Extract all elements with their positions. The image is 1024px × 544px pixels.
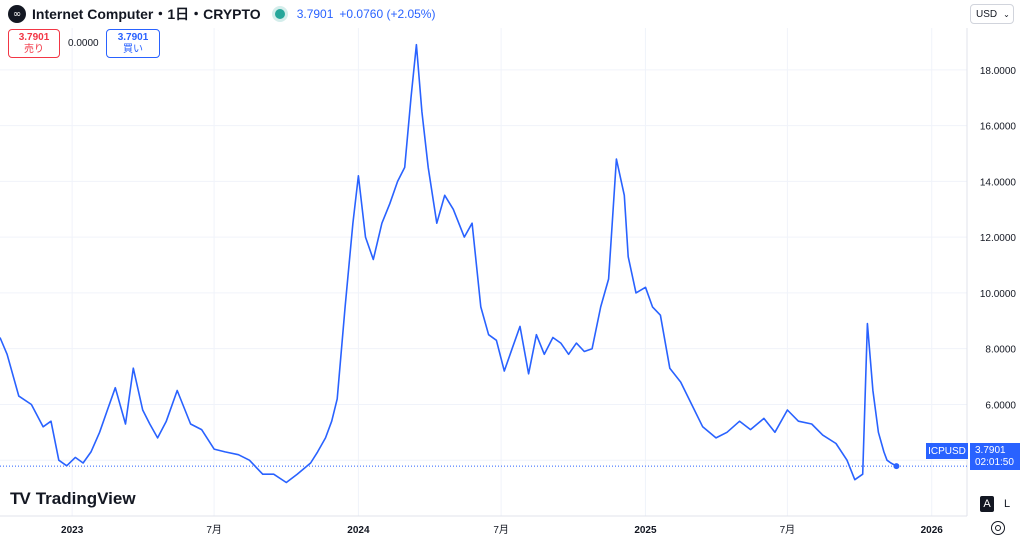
x-tick-label: 2023 (61, 525, 84, 536)
current-price: 3.7901 (296, 7, 334, 21)
buy-button[interactable]: 3.7901 買い (106, 29, 160, 58)
brand-name: TradingView (35, 489, 136, 508)
settings-icon[interactable] (991, 521, 1005, 535)
symbol-title[interactable]: Internet Computer・1日・CRYPTO (32, 6, 261, 22)
sell-price: 3.7901 (18, 31, 50, 43)
infinity-icon: ∞ (8, 5, 26, 23)
sell-button[interactable]: 3.7901 売り (8, 29, 60, 58)
tradingview-mark-icon: TV (10, 489, 31, 508)
x-tick-label: 7月 (780, 524, 796, 536)
sell-label: 売り (24, 43, 44, 55)
bar-countdown: 02:01:50 (975, 456, 1014, 468)
currency-label: USD (976, 8, 998, 20)
y-tick-label: 16.0000 (980, 122, 1017, 133)
chevron-down-icon: ⌄ (1003, 9, 1010, 19)
x-tick-label: 2026 (921, 525, 944, 536)
last-price-dot (893, 463, 900, 470)
x-tick-label: 2025 (634, 525, 657, 536)
trade-panel: 3.7901 売り 0.0000 3.7901 買い (8, 29, 160, 58)
y-tick-label: 18.0000 (980, 66, 1017, 77)
market-status-icon (274, 9, 285, 19)
x-tick-label: 2024 (347, 525, 370, 536)
y-tick-label: 10.0000 (980, 289, 1017, 300)
last-price-value: 3.7901 (975, 444, 1006, 456)
tradingview-logo[interactable]: TV TradingView (10, 489, 136, 509)
chart-grid (0, 28, 967, 516)
y-tick-label: 14.0000 (980, 177, 1017, 188)
series-line-icpusd (0, 43, 897, 484)
spread-value: 0.0000 (68, 38, 99, 49)
y-tick-label: 12.0000 (980, 233, 1017, 244)
symbol-tag: ICPUSD (926, 443, 968, 459)
last-price-label: 3.7901 02:01:50 (970, 443, 1020, 470)
time-axis: 2023 7月 2024 7月 2025 7月 2026 (61, 524, 943, 536)
buy-label: 買い (123, 43, 143, 55)
x-tick-label: 7月 (206, 524, 222, 536)
price-axis: 4.00006.00008.000010.000012.000014.00001… (980, 66, 1017, 467)
currency-select[interactable]: USD ⌄ (970, 4, 1014, 24)
chart-header: ∞ Internet Computer・1日・CRYPTO 3.7901 +0.… (0, 0, 966, 28)
buy-price: 3.7901 (117, 31, 149, 43)
price-change: +0.0760 (+2.05%) (339, 7, 436, 21)
x-tick-label: 7月 (493, 524, 509, 536)
log-scale-button[interactable]: L (1003, 498, 1011, 510)
y-tick-label: 6.0000 (985, 400, 1016, 411)
auto-scale-button[interactable]: A (980, 496, 994, 512)
y-tick-label: 8.0000 (985, 345, 1016, 356)
